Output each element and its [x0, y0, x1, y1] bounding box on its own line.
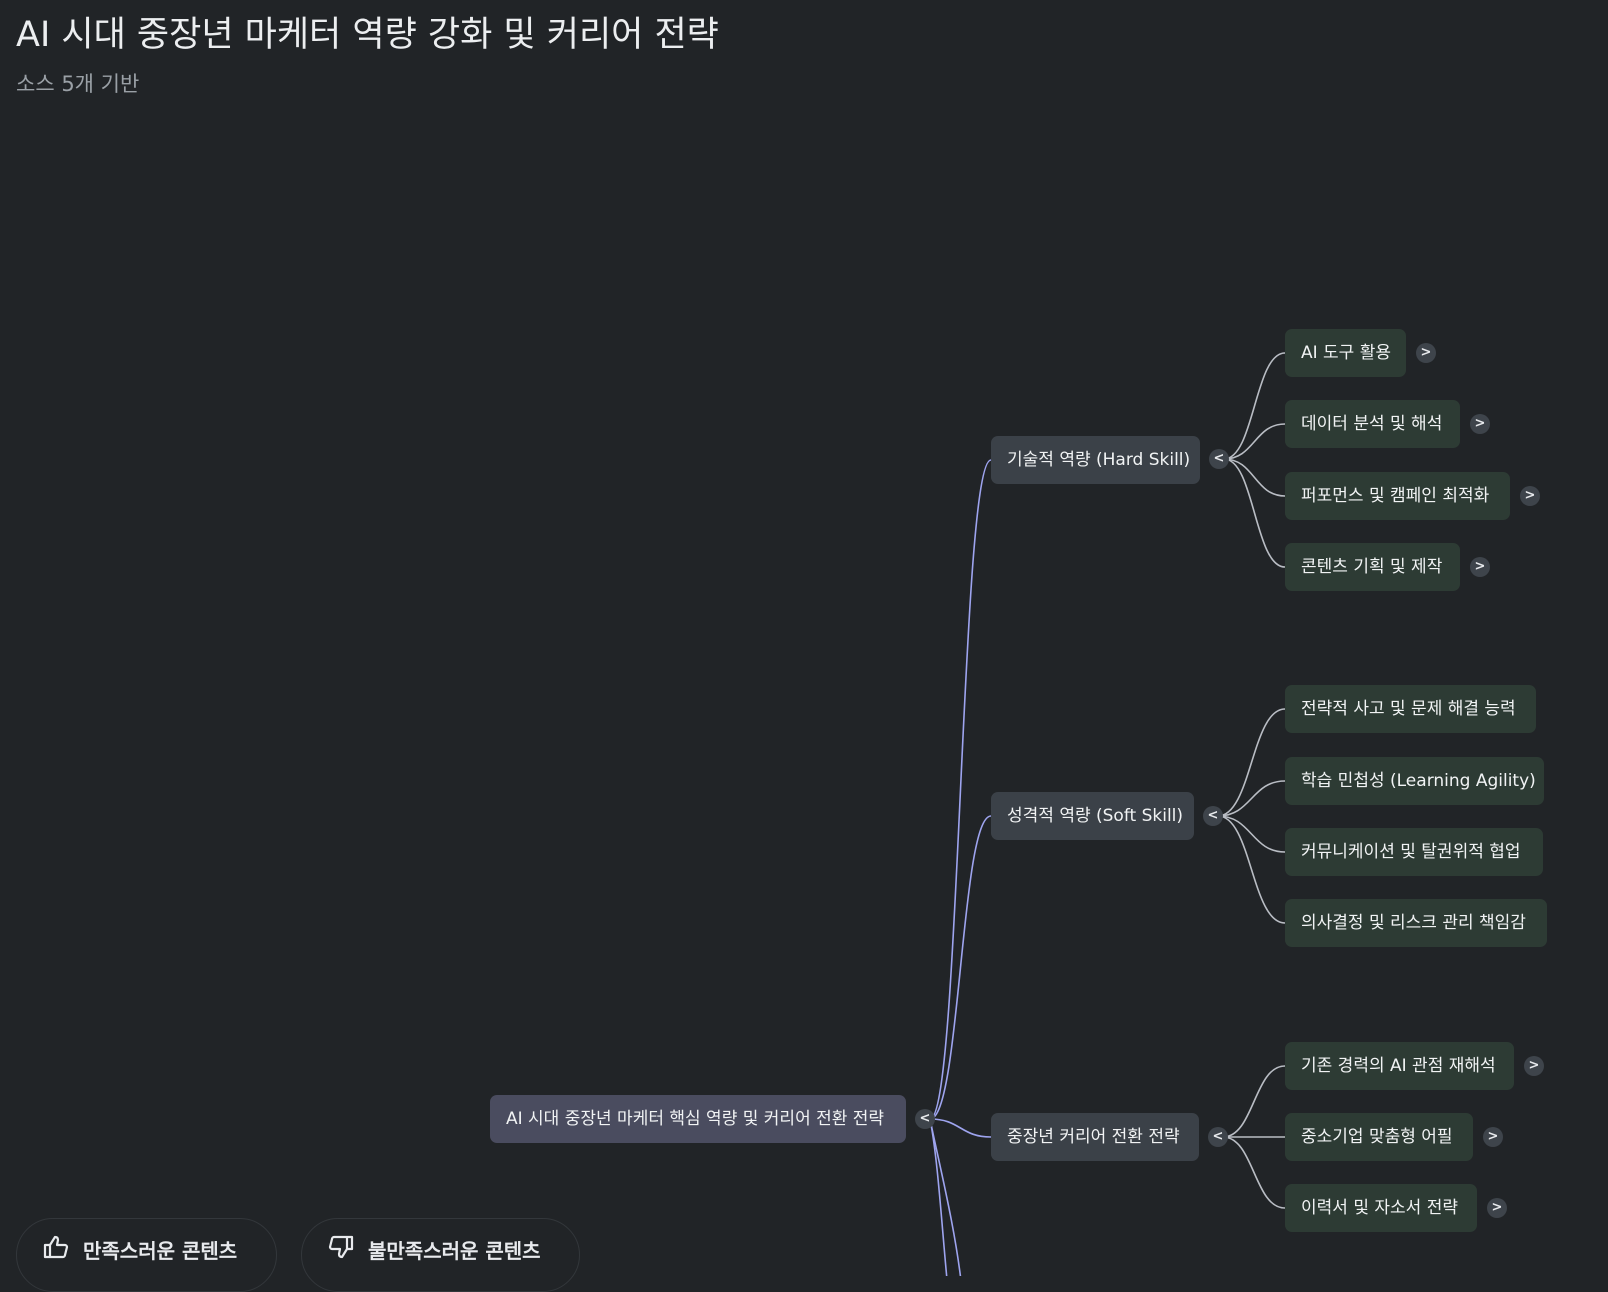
expand-button[interactable]: > [1520, 486, 1540, 506]
leaf-node[interactable]: 콘텐츠 기획 및 제작 [1285, 543, 1460, 591]
branch-node-soft-skill[interactable]: 성격적 역량 (Soft Skill) [991, 792, 1194, 840]
expand-button[interactable]: > [1416, 343, 1436, 363]
expand-button[interactable]: > [1483, 1127, 1503, 1147]
branch-link [1223, 458, 1286, 497]
page-title: AI 시대 중장년 마케터 역량 강화 및 커리어 전략 [16, 15, 719, 55]
leaf-node[interactable]: 커뮤니케이션 및 탈권위적 협업 [1285, 828, 1543, 876]
branch-link [1223, 458, 1286, 568]
leaf-node[interactable]: 학습 민첩성 (Learning Agility) [1285, 757, 1544, 805]
leaf-node[interactable]: 기존 경력의 AI 관점 재해석 [1285, 1042, 1514, 1090]
branch-link [1223, 352, 1286, 460]
expand-button[interactable]: > [1524, 1056, 1544, 1076]
thumbs-up-icon [43, 1235, 69, 1259]
collapse-hard-skill-button[interactable]: < [1209, 449, 1229, 469]
root-link [929, 1118, 992, 1138]
dislike-button[interactable]: 불만족스러운 콘텐츠 [301, 1218, 580, 1292]
collapse-root-button[interactable]: < [915, 1109, 935, 1129]
root-link [929, 815, 992, 1120]
leaf-node[interactable]: 퍼포먼스 및 캠페인 최적화 [1285, 472, 1510, 520]
source-count: 소스 5개 기반 [16, 72, 140, 96]
branch-link [1217, 780, 1286, 817]
collapse-career-button[interactable]: < [1208, 1127, 1228, 1147]
root-node[interactable]: AI 시대 중장년 마케터 핵심 역량 및 커리어 전환 전략 [490, 1095, 906, 1143]
leaf-node[interactable]: 전략적 사고 및 문제 해결 능력 [1285, 685, 1536, 733]
like-button[interactable]: 만족스러운 콘텐츠 [16, 1218, 277, 1292]
branch-node-hard-skill[interactable]: 기술적 역량 (Hard Skill) [991, 436, 1200, 484]
branch-link [1223, 423, 1286, 460]
branch-link [1217, 815, 1286, 853]
leaf-node[interactable]: 이력서 및 자소서 전략 [1285, 1184, 1477, 1232]
leaf-node[interactable]: AI 도구 활용 [1285, 329, 1406, 377]
branch-link [1217, 815, 1286, 924]
expand-button[interactable]: > [1470, 414, 1490, 434]
branch-node-career[interactable]: 중장년 커리어 전환 전략 [991, 1113, 1199, 1161]
thumbs-down-icon [328, 1235, 354, 1259]
branch-link [1217, 708, 1286, 817]
leaf-node[interactable]: 중소기업 맞춤형 어필 [1285, 1113, 1473, 1161]
leaf-node[interactable]: 데이터 분석 및 해석 [1285, 400, 1460, 448]
expand-button[interactable]: > [1487, 1198, 1507, 1218]
root-link [929, 1118, 962, 1276]
dislike-label: 불만족스러운 콘텐츠 [368, 1239, 541, 1263]
branch-link [1222, 1065, 1286, 1138]
collapse-soft-skill-button[interactable]: < [1203, 806, 1223, 826]
root-link [929, 1118, 948, 1276]
expand-button[interactable]: > [1470, 557, 1490, 577]
root-link [929, 459, 992, 1120]
leaf-node[interactable]: 의사결정 및 리스크 관리 책임감 [1285, 899, 1547, 947]
branch-link [1222, 1136, 1286, 1209]
like-label: 만족스러운 콘텐츠 [83, 1239, 238, 1263]
